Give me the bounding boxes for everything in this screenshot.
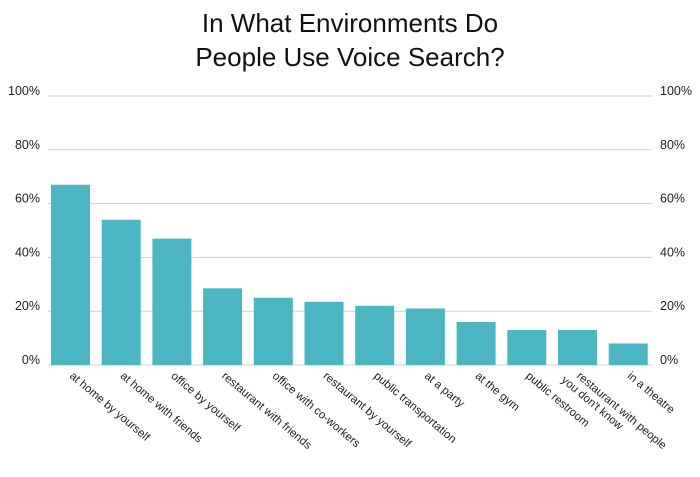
- x-tick-label: public transportation: [371, 370, 458, 446]
- x-tick-label-line: restaurant with people: [574, 370, 668, 452]
- y-tick-label-left: 80%: [15, 138, 40, 152]
- gridlines: [48, 95, 652, 366]
- x-tick-label-line: at home with friends: [118, 370, 205, 446]
- x-tick-label: in a theatre: [625, 370, 677, 416]
- y-tick-label-left: 60%: [15, 192, 40, 206]
- x-tick-label-line: office with co-workers: [270, 370, 362, 450]
- x-tick-label: restaurant by yourself: [321, 370, 414, 451]
- bar: [456, 321, 496, 365]
- x-tick-label: at the gym: [473, 370, 522, 414]
- bar: [101, 219, 141, 365]
- chart-title: In What Environments Do People Use Voice…: [0, 6, 700, 74]
- chart-title-line-2: People Use Voice Search?: [195, 42, 505, 72]
- y-axis-left: 0% 20% 40% 60% 80% 100%: [8, 84, 40, 367]
- bar: [203, 288, 243, 365]
- y-tick-label-right: 100%: [660, 84, 692, 98]
- bar: [507, 330, 547, 365]
- y-axis-right: 0% 20% 40% 60% 80% 100%: [660, 84, 692, 367]
- y-tick-label-right: 20%: [660, 299, 685, 313]
- chart-title-line-1: In What Environments Do: [201, 8, 499, 38]
- bar: [253, 297, 293, 365]
- y-tick-label-left: 40%: [15, 245, 40, 259]
- y-tick-label-right: 80%: [660, 138, 685, 152]
- y-tick-label-right: 60%: [660, 192, 685, 206]
- y-tick-label-left: 100%: [8, 84, 40, 98]
- bar: [355, 305, 395, 365]
- bar: [51, 184, 90, 365]
- bar: [304, 301, 344, 365]
- bars: [51, 184, 648, 365]
- x-tick-label-line: restaurant with friends: [219, 370, 314, 452]
- bar: [608, 343, 648, 365]
- y-tick-label-left: 0%: [22, 353, 40, 367]
- x-tick-label: at a party: [422, 370, 467, 410]
- x-tick-label: restaurant with friends: [219, 370, 314, 452]
- x-tick-label-line: public transportation: [371, 370, 458, 446]
- x-tick-label-line: restaurant by yourself: [321, 370, 414, 451]
- bar: [152, 238, 192, 365]
- y-tick-label-right: 0%: [660, 353, 678, 367]
- bar: [405, 308, 445, 365]
- x-tick-label: at home with friends: [118, 370, 205, 446]
- y-tick-label-right: 40%: [660, 245, 685, 259]
- x-tick-label: office with co-workers: [270, 370, 362, 450]
- x-tick-label-line: in a theatre: [625, 370, 677, 416]
- x-tick-label-line: at a party: [422, 370, 467, 410]
- y-tick-label-left: 20%: [15, 299, 40, 313]
- x-tick-label-line: at the gym: [473, 370, 522, 414]
- bar: [558, 330, 597, 365]
